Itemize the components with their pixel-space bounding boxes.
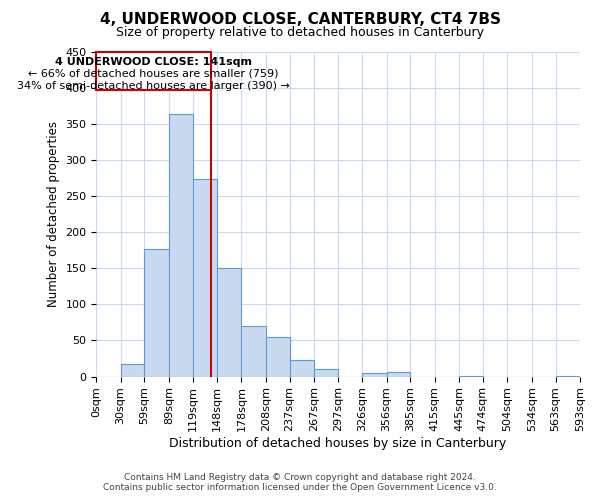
Bar xyxy=(193,178,217,376)
FancyBboxPatch shape xyxy=(96,52,211,90)
Bar xyxy=(217,268,241,376)
Bar xyxy=(386,372,410,376)
Text: Size of property relative to detached houses in Canterbury: Size of property relative to detached ho… xyxy=(116,26,484,39)
Text: 4, UNDERWOOD CLOSE, CANTERBURY, CT4 7BS: 4, UNDERWOOD CLOSE, CANTERBURY, CT4 7BS xyxy=(100,12,500,28)
Bar xyxy=(362,373,386,376)
Text: 4 UNDERWOOD CLOSE: 141sqm: 4 UNDERWOOD CLOSE: 141sqm xyxy=(55,56,252,66)
Text: Contains HM Land Registry data © Crown copyright and database right 2024.
Contai: Contains HM Land Registry data © Crown c… xyxy=(103,473,497,492)
X-axis label: Distribution of detached houses by size in Canterbury: Distribution of detached houses by size … xyxy=(169,437,507,450)
Bar xyxy=(290,360,314,376)
Bar xyxy=(121,364,144,376)
Bar xyxy=(241,326,266,376)
Bar xyxy=(266,337,290,376)
Text: ← 66% of detached houses are smaller (759): ← 66% of detached houses are smaller (75… xyxy=(28,69,279,79)
Bar xyxy=(144,248,169,376)
Bar xyxy=(169,114,193,376)
Text: 34% of semi-detached houses are larger (390) →: 34% of semi-detached houses are larger (… xyxy=(17,81,290,91)
Y-axis label: Number of detached properties: Number of detached properties xyxy=(47,121,60,307)
Bar xyxy=(314,370,338,376)
